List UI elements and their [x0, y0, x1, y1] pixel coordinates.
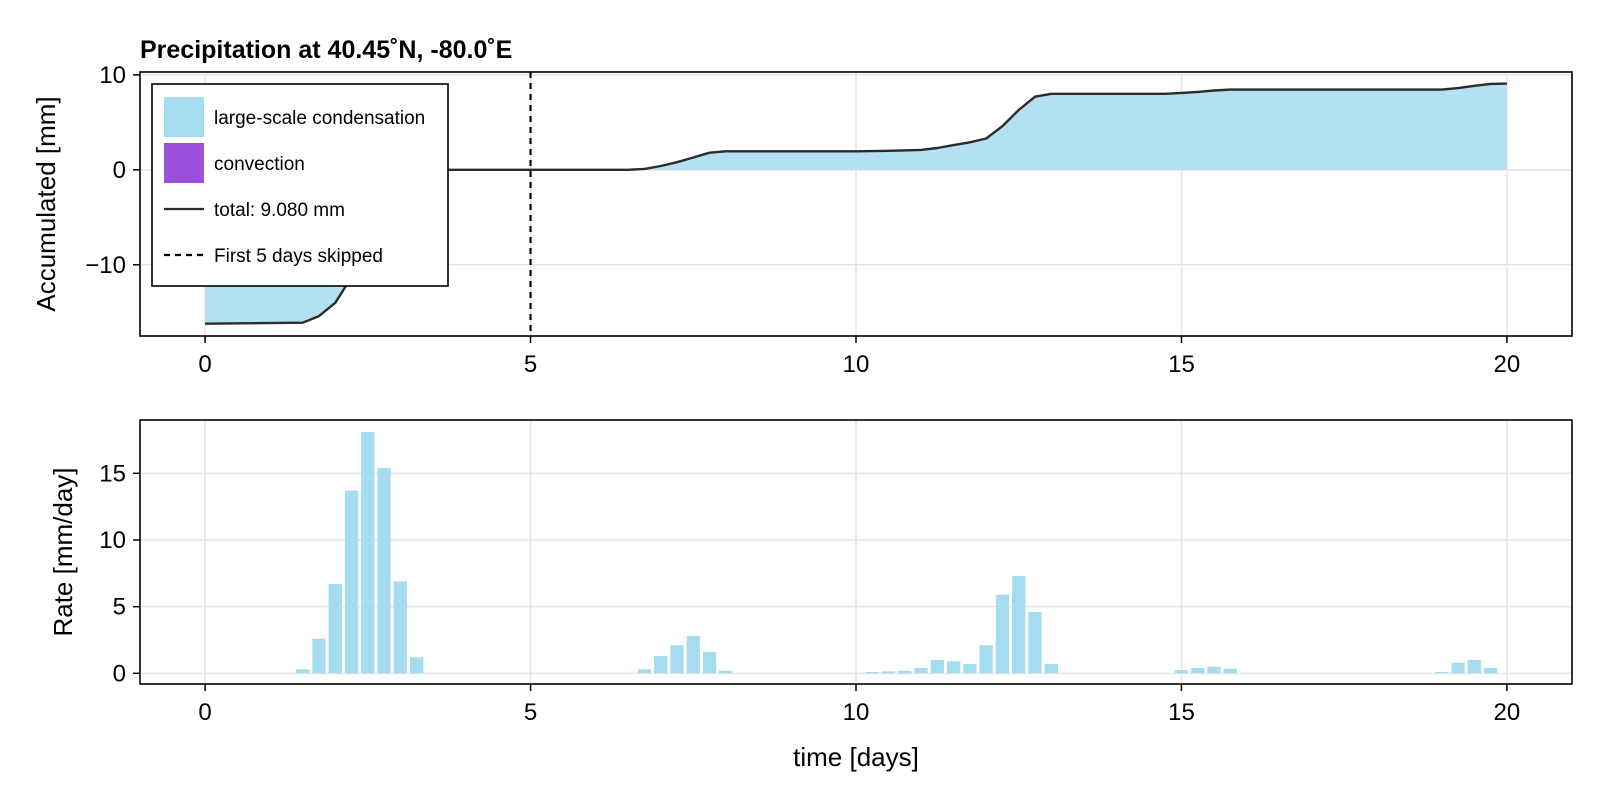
rate-bar — [1467, 660, 1481, 674]
rate-bar — [702, 652, 717, 674]
accumulated-panel: 0 5 10 15 20 −10 0 10 Precipitation at 40.45˚N,… — [31, 36, 1573, 378]
rate-xtick-label: 20 — [1494, 699, 1521, 726]
rate-bar — [995, 594, 1010, 674]
rate-bar — [1223, 668, 1237, 674]
rate-bar — [1028, 612, 1042, 674]
rate-xtick-label: 10 — [843, 699, 870, 726]
rate-bar — [296, 669, 310, 674]
rate-bar — [1012, 576, 1026, 674]
rate-bar — [686, 636, 700, 674]
rate-xtick-label: 5 — [524, 699, 537, 726]
rate-bars — [296, 432, 1498, 674]
rate-bar — [377, 468, 391, 674]
accumulated-ytick-label: −10 — [85, 252, 126, 279]
rate-bar — [670, 645, 684, 674]
rate-ytick-label: 5 — [113, 594, 126, 621]
rate-bar — [898, 670, 912, 674]
accumulated-y-label: Accumulated [mm] — [31, 96, 61, 311]
accumulated-xtick-label: 5 — [524, 351, 537, 378]
rate-ytick-label: 10 — [99, 527, 126, 554]
accumulated-ticks: 0 5 10 15 20 −10 0 10 — [85, 62, 1520, 378]
rate-bar — [1174, 670, 1189, 674]
rate-bar — [1484, 668, 1498, 674]
rate-bar — [344, 490, 359, 674]
rate-ticks: 0 5 10 15 20 0 5 10 15 — [99, 460, 1520, 726]
large-scale-area — [205, 83, 1507, 324]
rate-bar — [930, 660, 944, 674]
rate-bar — [1191, 668, 1205, 674]
rate-bar — [947, 661, 961, 674]
rate-bar — [979, 645, 993, 674]
rate-ytick-label: 15 — [99, 460, 126, 487]
rate-panel: 0 5 10 15 20 0 5 10 15 Rate [mm/day] time [days] — [48, 419, 1573, 772]
legend: large-scale condensation convection tota… — [151, 83, 449, 287]
rate-y-label: Rate [mm/day] — [48, 467, 78, 636]
rate-xtick-label: 0 — [198, 699, 211, 726]
chart-title: Precipitation at 40.45˚N, -80.0˚E — [140, 36, 512, 64]
rate-bar — [914, 668, 928, 674]
rate-bar — [1044, 664, 1058, 674]
rate-bar — [719, 670, 733, 674]
rate-xtick-label: 15 — [1168, 699, 1195, 726]
rate-bar — [654, 656, 668, 674]
time-x-label: time [days] — [793, 742, 919, 772]
legend-swatch-large-scale — [164, 97, 204, 137]
legend-swatch-convection — [164, 143, 204, 183]
accumulated-xtick-label: 0 — [198, 351, 211, 378]
rate-bar — [865, 672, 879, 674]
rate-bar — [963, 664, 977, 674]
legend-label-skipped: First 5 days skipped — [214, 246, 383, 267]
legend-label-total: total: 9.080 mm — [214, 200, 345, 221]
rate-bar — [1207, 666, 1221, 674]
rate-bar — [312, 638, 326, 674]
rate-bar — [1451, 662, 1465, 674]
accumulated-xtick-label: 20 — [1494, 351, 1521, 378]
rate-ytick-label: 0 — [113, 660, 126, 687]
rate-bar — [393, 581, 407, 674]
rate-bar — [637, 669, 652, 674]
rate-bar — [1435, 672, 1449, 674]
rate-bar — [328, 584, 342, 674]
legend-label-large-scale: large-scale condensation — [214, 108, 425, 129]
rate-bar — [881, 671, 896, 674]
legend-label-convection: convection — [214, 154, 305, 175]
rate-bar — [361, 432, 375, 674]
accumulated-ytick-label: 0 — [113, 157, 126, 184]
accumulated-ytick-label: 10 — [99, 62, 126, 89]
rate-bar — [410, 657, 424, 674]
accumulated-xtick-label: 10 — [843, 351, 870, 378]
accumulated-xtick-label: 15 — [1168, 351, 1195, 378]
